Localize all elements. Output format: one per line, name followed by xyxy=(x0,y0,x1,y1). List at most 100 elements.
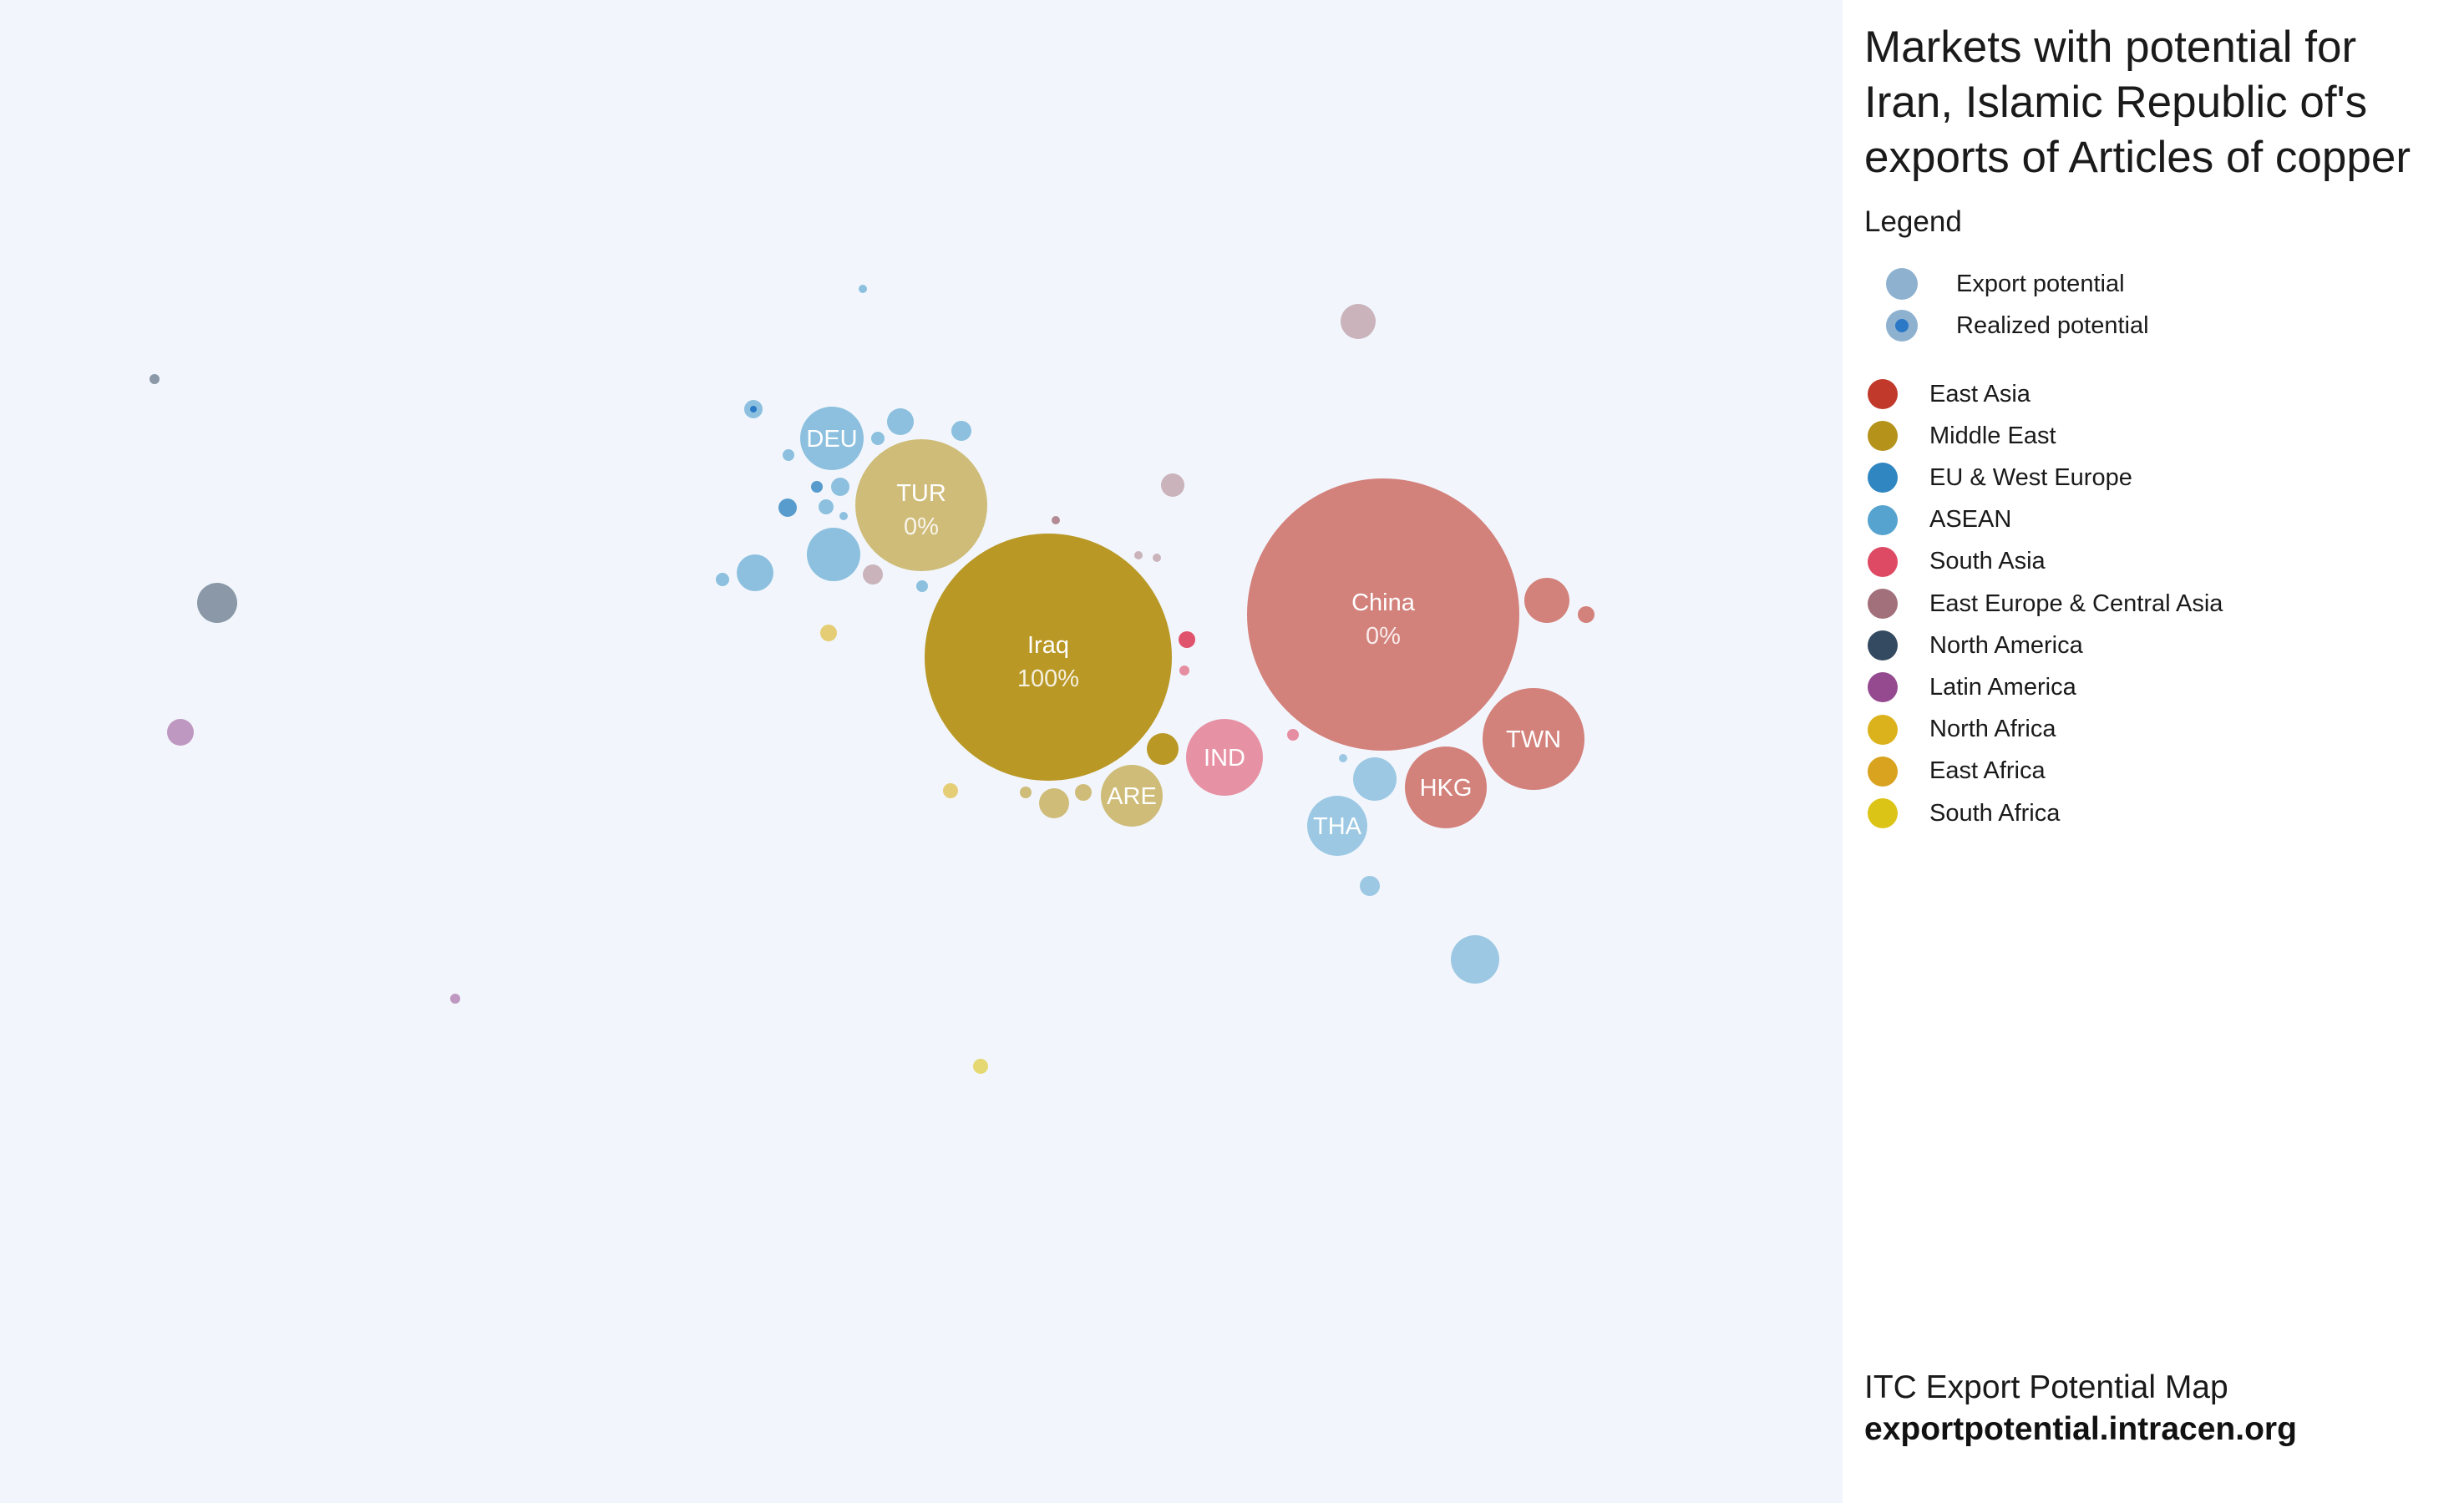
bubble-chart-svg: China 0% Iraq 100% TUR 0% DEU TWN HKG IND ARE THA xyxy=(150,285,1595,1074)
market-bubble[interactable] xyxy=(1451,935,1499,984)
legend-label: ASEAN xyxy=(1929,506,2012,534)
market-bubble[interactable] xyxy=(1287,729,1299,741)
bubble-label: TWN xyxy=(1506,726,1561,753)
market-bubble[interactable] xyxy=(1339,754,1347,762)
bubble-label: HKG xyxy=(1420,775,1473,802)
market-bubble[interactable] xyxy=(1405,746,1487,828)
region-color-icon xyxy=(1868,504,1898,535)
market-bubble[interactable] xyxy=(778,498,797,517)
market-bubble[interactable] xyxy=(859,285,867,293)
legend-item-realized-potential: Realized potential xyxy=(1886,305,2149,347)
bubble-label: China xyxy=(1351,590,1416,616)
legend-label: Realized potential xyxy=(1956,311,2149,339)
market-bubble[interactable] xyxy=(1483,688,1584,790)
legend-item-region: North America xyxy=(1868,625,2083,666)
bubble-label: Iraq xyxy=(1027,632,1069,659)
market-bubble[interactable] xyxy=(973,1059,988,1074)
market-bubble[interactable] xyxy=(150,374,160,384)
legend-item-region: EU & West Europe xyxy=(1868,457,2132,498)
legend-label: North America xyxy=(1929,631,2083,659)
bubble-value-label: 0% xyxy=(1366,623,1401,650)
market-bubble[interactable] xyxy=(450,994,460,1004)
legend-item-region: South Asia xyxy=(1868,541,2046,583)
region-color-icon xyxy=(1868,421,1898,452)
market-bubble[interactable] xyxy=(1186,719,1263,796)
chart-title: Markets with potential for Iran, Islamic… xyxy=(1864,23,2411,182)
market-bubble[interactable] xyxy=(863,564,883,584)
market-bubble[interactable] xyxy=(1075,784,1092,801)
legend-label: Middle East xyxy=(1929,422,2056,449)
market-bubble[interactable] xyxy=(1179,665,1189,676)
legend-label: East Africa xyxy=(1929,757,2046,785)
legend-heading: Legend xyxy=(1864,205,1962,238)
market-bubble[interactable] xyxy=(819,499,834,514)
legend-label: East Europe & Central Asia xyxy=(1929,590,2223,617)
market-bubble[interactable] xyxy=(1360,876,1380,896)
legend-label: South Africa xyxy=(1929,799,2061,827)
legend-label: East Asia xyxy=(1929,380,2031,407)
market-bubble[interactable] xyxy=(1020,787,1032,798)
market-bubble[interactable] xyxy=(1353,757,1397,801)
market-bubble[interactable] xyxy=(1524,578,1569,623)
market-bubble[interactable] xyxy=(1101,765,1163,827)
market-bubble[interactable] xyxy=(887,408,914,435)
legend-label: Export potential xyxy=(1956,270,2125,297)
bubble-value-label: 0% xyxy=(904,514,939,540)
region-color-icon xyxy=(1868,463,1898,493)
region-color-icon xyxy=(1868,546,1898,577)
market-bubble[interactable] xyxy=(839,512,848,520)
bubble-label: IND xyxy=(1204,745,1245,772)
market-bubble[interactable] xyxy=(1247,478,1519,751)
realized-potential-dot xyxy=(750,406,757,412)
legend-label: South Asia xyxy=(1929,548,2046,575)
bubble-label: DEU xyxy=(806,426,857,453)
market-bubble[interactable] xyxy=(737,554,773,591)
legend-item-region: ASEAN xyxy=(1868,499,2011,541)
legend-label: Latin America xyxy=(1929,673,2076,701)
market-bubble[interactable] xyxy=(811,481,823,493)
realized-potential-icon xyxy=(1886,310,1918,342)
market-bubble[interactable] xyxy=(943,783,958,798)
market-bubble[interactable] xyxy=(916,580,928,592)
market-bubble[interactable] xyxy=(831,478,849,496)
market-bubble[interactable] xyxy=(1578,606,1595,623)
footer-url[interactable]: exportpotential.intracen.org xyxy=(1864,1411,2297,1447)
bubble-label: ARE xyxy=(1107,783,1157,810)
legend-item-region: East Europe & Central Asia xyxy=(1868,583,2223,625)
footer-source: ITC Export Potential Map xyxy=(1864,1369,2228,1405)
market-bubble[interactable] xyxy=(820,625,837,641)
legend-item-region: North Africa xyxy=(1868,709,2056,751)
market-bubble[interactable] xyxy=(1039,788,1069,818)
market-bubble[interactable] xyxy=(1153,554,1161,562)
legend-item-region: Latin America xyxy=(1868,666,2076,708)
market-bubble[interactable] xyxy=(783,449,794,461)
region-color-icon xyxy=(1868,672,1898,703)
market-bubble[interactable] xyxy=(1179,631,1195,648)
legend-item-region: East Africa xyxy=(1868,751,2046,792)
market-bubble[interactable] xyxy=(167,719,194,746)
market-bubble[interactable] xyxy=(1052,516,1060,524)
market-bubble[interactable] xyxy=(951,421,971,441)
market-bubble[interactable] xyxy=(1147,733,1179,765)
legend-item-export-potential: Export potential xyxy=(1886,263,2125,305)
market-bubble[interactable] xyxy=(1134,551,1143,559)
market-bubble[interactable] xyxy=(925,534,1172,781)
market-bubble[interactable] xyxy=(807,528,860,581)
market-bubble[interactable] xyxy=(1341,304,1376,339)
legend-item-region: East Asia xyxy=(1868,373,2031,415)
market-bubble[interactable] xyxy=(1307,796,1367,856)
region-color-icon xyxy=(1868,756,1898,787)
market-bubble[interactable] xyxy=(871,432,885,445)
region-color-icon xyxy=(1868,379,1898,409)
market-bubble[interactable] xyxy=(716,573,729,586)
market-bubble[interactable] xyxy=(1161,473,1184,497)
legend-item-region: Middle East xyxy=(1868,415,2056,457)
market-bubble[interactable] xyxy=(197,583,237,623)
export-potential-icon xyxy=(1886,268,1918,300)
bubble-map: China 0% Iraq 100% TUR 0% DEU TWN HKG IND ARE THA xyxy=(150,285,1595,1074)
region-color-icon xyxy=(1868,630,1898,661)
sidebar-panel: Markets with potential for Iran, Islamic… xyxy=(1843,0,2464,1503)
market-bubble[interactable] xyxy=(800,407,864,470)
market-bubble[interactable] xyxy=(855,439,987,571)
legend-label: North Africa xyxy=(1929,716,2056,743)
